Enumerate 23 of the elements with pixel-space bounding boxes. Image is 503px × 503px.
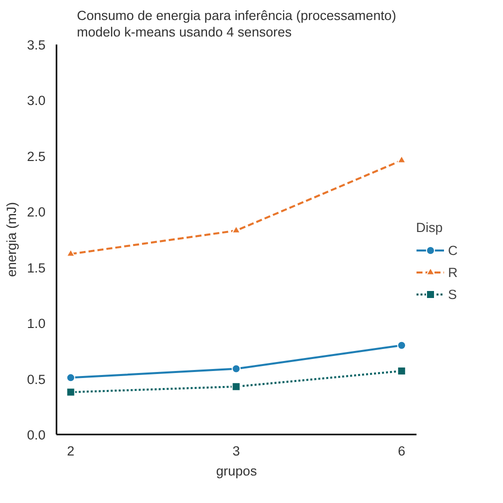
- y-tick-label: 2.5: [26, 148, 46, 164]
- legend-title: Disp: [416, 220, 444, 235]
- y-tick-label: 3.0: [26, 93, 46, 108]
- y-tick-label: 0.0: [26, 428, 46, 442]
- y-tick-label: 1.0: [26, 316, 46, 332]
- legend-label: S: [448, 286, 458, 302]
- x-tick-label: 2: [67, 444, 74, 458]
- point: [232, 382, 241, 392]
- x-axis-title: grupos: [216, 464, 258, 478]
- point: [66, 373, 76, 382]
- point: [232, 364, 241, 374]
- legend-label: C: [448, 242, 459, 258]
- y-tick-label: 1.5: [26, 260, 46, 276]
- legend-label: R: [448, 264, 459, 280]
- y-axis-title: energia (mJ): [4, 202, 19, 277]
- point: [397, 340, 406, 350]
- x-tick-label: 6: [398, 444, 406, 458]
- point: [66, 388, 76, 397]
- y-tick-label: 2.0: [26, 204, 46, 220]
- x-tick-label: 3: [232, 444, 240, 458]
- y-tick-label: 3.5: [26, 38, 46, 52]
- y-tick-label: 0.5: [26, 372, 46, 387]
- chart-title: Consumo de energia para inferência (processamento) modelo k-means usando 4 sensores: [76, 8, 396, 40]
